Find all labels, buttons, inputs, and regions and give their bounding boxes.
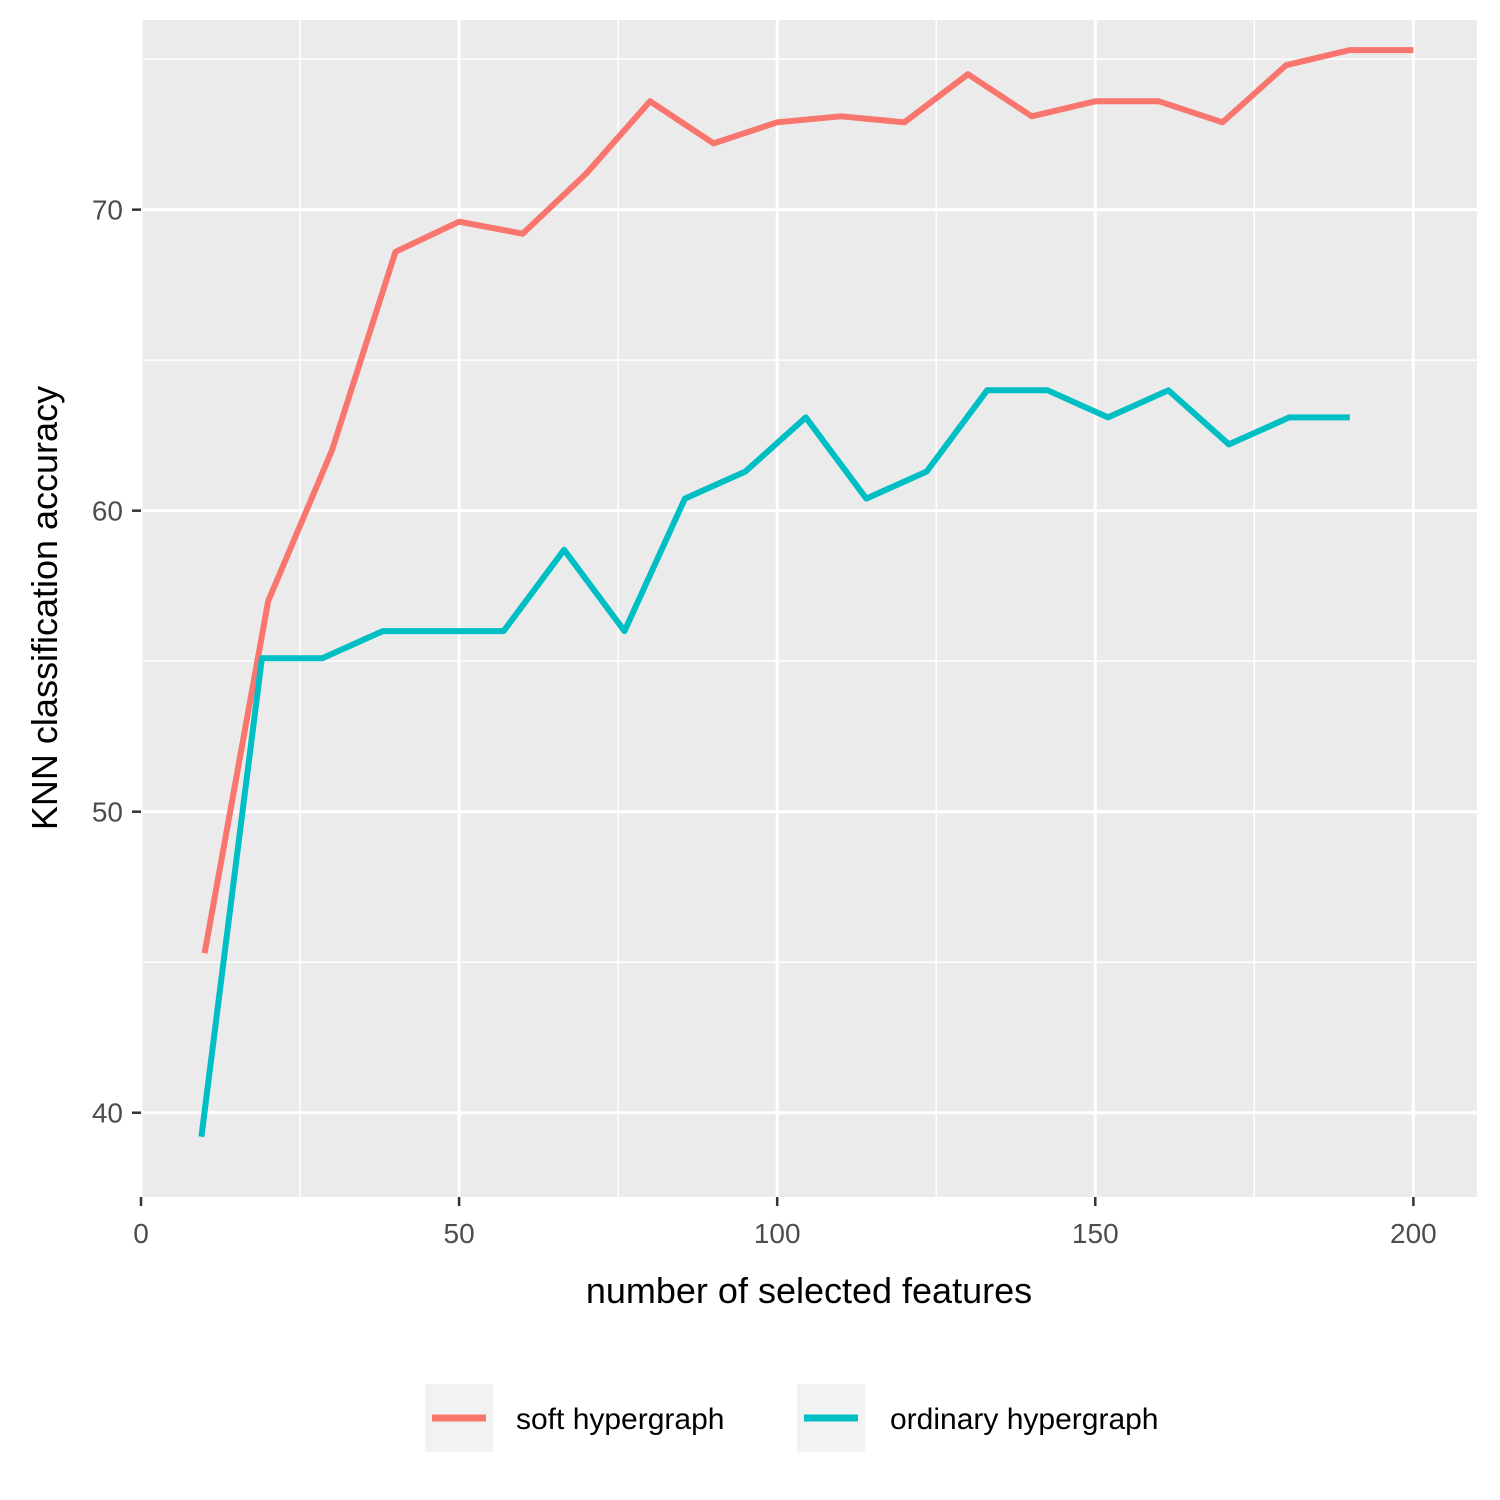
series-lines	[198, 47, 1414, 1138]
axes: 0 50 100 150 200 40 50 60 70	[92, 195, 1437, 1249]
legend-label-ordinary-hypergraph: ordinary hypergraph	[890, 1403, 1159, 1436]
grid-lines	[139, 20, 1477, 1197]
x-tick-label: 100	[754, 1218, 801, 1249]
legend-label-soft-hypergraph: soft hypergraph	[516, 1403, 724, 1436]
x-tick-label: 50	[444, 1218, 475, 1249]
series-line-soft-hypergraph	[201, 47, 1414, 954]
x-tick-label: 200	[1390, 1218, 1437, 1249]
x-tick-label: 150	[1072, 1218, 1119, 1249]
y-tick-label: 70	[92, 195, 123, 226]
plot-panel	[141, 20, 1477, 1197]
legend: soft hypergraph ordinary hypergraph	[425, 1384, 1159, 1452]
x-tick-label: 0	[133, 1218, 149, 1249]
y-tick-label: 50	[92, 797, 123, 828]
x-axis-title: number of selected features	[586, 1270, 1032, 1311]
y-tick-label: 40	[92, 1098, 123, 1129]
y-axis-title: KNN classification accuracy	[24, 386, 65, 830]
y-tick-label: 60	[92, 496, 123, 527]
series-line-ordinary-hypergraph	[198, 387, 1350, 1138]
